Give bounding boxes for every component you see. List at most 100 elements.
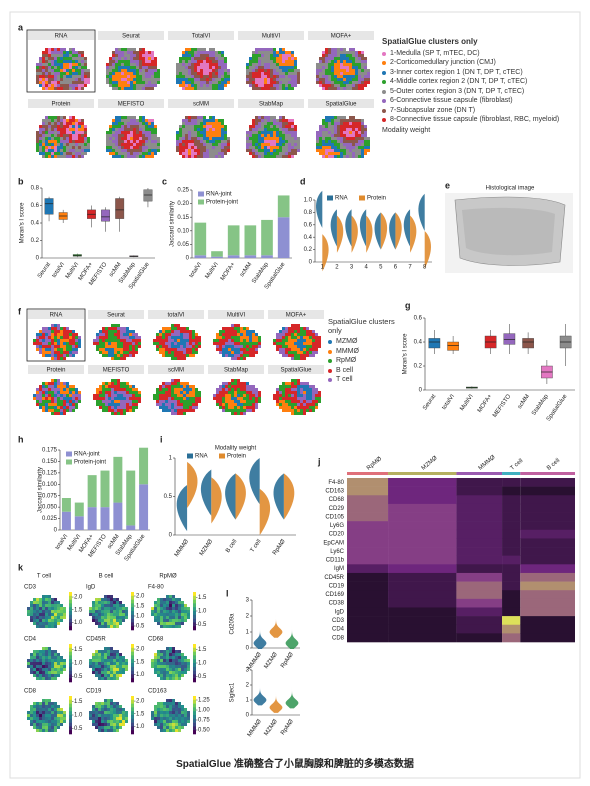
spot [72,54,75,57]
spot [126,333,129,336]
spot [291,81,294,84]
spot [340,155,343,158]
spot [30,671,33,674]
spot [312,354,315,357]
spot [346,122,349,125]
spot [194,143,197,146]
spot [200,152,203,155]
spot [63,607,66,610]
spot [48,708,51,711]
spot [115,78,118,81]
spot [212,72,215,75]
spot [69,122,72,125]
spot [203,122,206,125]
spot [364,75,367,78]
spot [130,63,133,66]
spot [145,66,148,69]
spot [285,122,288,125]
spot [30,714,33,717]
spot [63,327,66,330]
spot [66,327,69,330]
spot [30,711,33,714]
spot [337,66,340,69]
spot [166,613,169,616]
spot [224,152,227,155]
spot [273,155,276,158]
spot [352,72,355,75]
spot [225,403,228,406]
spot [48,354,51,357]
bar [194,222,207,256]
spot [48,726,51,729]
spot [249,400,252,403]
spot [258,140,261,143]
spot [69,63,72,66]
spot [319,134,322,137]
spot [194,51,197,54]
spot [63,75,66,78]
spot [69,84,72,87]
spot [352,51,355,54]
spot [123,357,126,360]
spot [111,348,114,351]
spot [113,622,116,625]
spot [186,385,189,388]
spot [57,391,60,394]
spot [48,662,51,665]
spot [183,333,186,336]
colorbar-label: 2.0 [136,594,145,600]
spot [178,604,181,607]
spot [219,400,222,403]
spot [270,57,273,60]
spot [334,66,337,69]
spot [42,397,45,400]
spot [63,357,66,360]
spot [121,57,124,60]
spot [282,60,285,63]
spot [145,146,148,149]
spot [54,610,57,613]
spot [60,345,63,348]
spot [109,128,112,131]
spot [361,75,364,78]
spot [279,406,282,409]
spot [243,336,246,339]
spot [66,69,69,72]
spot [328,122,331,125]
spot [337,152,340,155]
spot [69,69,72,72]
spot [188,87,191,90]
spot [189,409,192,412]
spot [39,339,42,342]
spot [249,78,252,81]
spot [171,348,174,351]
spot [189,397,192,400]
spot [92,607,95,610]
spot [172,662,175,665]
spot [177,330,180,333]
spot [160,674,163,677]
spot [36,397,39,400]
spot [191,125,194,128]
spot [255,388,258,391]
x-tick-label: MOFA+ [477,393,494,414]
row-label: CD68 [329,497,345,503]
spot [63,613,66,616]
spot [118,87,121,90]
row-label: CD20 [329,532,345,538]
spot [151,140,154,143]
spot [154,137,157,140]
spot [98,668,101,671]
spot [234,342,237,345]
spot [112,69,115,72]
spot [107,616,110,619]
spot [183,354,186,357]
spot [279,348,282,351]
spot [136,63,139,66]
spot [349,54,352,57]
spot [72,336,75,339]
bar [87,475,97,508]
spot [48,671,51,674]
legend-text: Protein-joint [74,460,106,466]
spot [337,128,340,131]
